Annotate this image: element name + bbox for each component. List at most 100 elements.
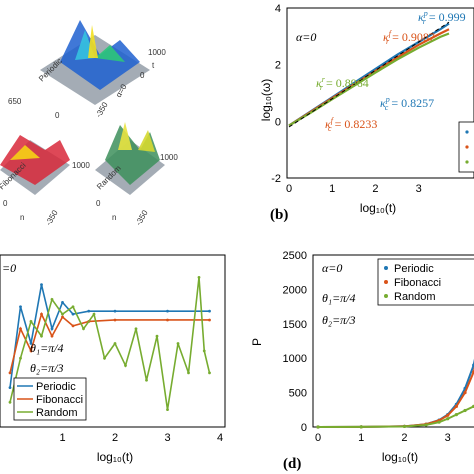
fit-label-cp: κp c = 0.8257 [380, 95, 434, 112]
fit-label-rr: κr r = 0.8964 [316, 75, 369, 92]
panel-d-legend-periodic: Periodic [394, 263, 434, 275]
panel-c-point-2-0 [8, 400, 12, 404]
panel-c-point-0-10 [208, 309, 211, 313]
panel-c-point-1-1 [19, 327, 22, 331]
panel-c-point-0-5 [61, 300, 64, 304]
panel-d-point-1-6 [454, 404, 458, 408]
surface-fibonacci-tick-n: n [20, 213, 24, 222]
panel-b-xtick-2: 2 [372, 183, 378, 195]
panel-d-legend-fibonacci: Fibonacci [394, 277, 441, 289]
panel-c-point-1-5 [61, 315, 64, 319]
panel-c-point-1-9 [166, 318, 169, 322]
panel-c-legend: Periodic Fibonacci Random [13, 377, 87, 421]
panel-b-ylabel: log₁₀(ω) [259, 79, 273, 121]
panel-b-ytick-3: 4 [275, 3, 281, 15]
panel-c-point-2-11 [124, 364, 127, 367]
surface-periodic: Periodic 650 0 -350 α=0 0 1000 t [8, 20, 166, 120]
panel-c-theta1: θ₁=π/4 [30, 341, 64, 355]
panel-c-point-0-4 [50, 327, 54, 331]
panel-d-ytick-5: 2500 [283, 250, 307, 262]
panel-c-point-0-2 [29, 342, 33, 345]
panel-c-point-0-0 [8, 386, 12, 389]
panel-d-ticks: 0 1 2 3 0 500 1000 1500 2000 2500 [283, 250, 451, 444]
panel-c-xlabel: log₁₀(t) [97, 450, 133, 464]
panel-d-legend-marker-fibonacci [384, 280, 388, 284]
panel-c-point-1-2 [29, 349, 33, 353]
panel-c-point-1-10 [208, 318, 211, 322]
panel-d-point-2-2 [402, 424, 407, 429]
panel-c-point-2-6 [71, 305, 75, 309]
panel-c-xtick-1: 2 [112, 432, 118, 444]
panel-c-point-0-9 [166, 309, 169, 313]
panel-a: Periodic 650 0 -350 α=0 0 1000 t Fibonac… [0, 20, 178, 227]
panel-b-series [288, 21, 450, 128]
panel-d-point-2-4 [437, 420, 441, 424]
panel-c-point-1-4 [50, 334, 54, 338]
panel-c-point-1-3 [40, 312, 43, 316]
surface-random-tick-neg: -350 [134, 208, 150, 227]
panel-c-point-0-7 [87, 309, 91, 313]
panel-b-frame [286, 7, 474, 179]
panel-c-point-2-18 [197, 275, 201, 279]
panel-c-point-2-15 [166, 408, 169, 412]
panel-c-point-2-4 [50, 298, 54, 301]
panel-d-ytick-1: 500 [289, 388, 307, 400]
panel-b-series-line-2 [288, 32, 450, 127]
panel-b-legend-marker-2 [465, 145, 469, 149]
panel-d-point-2-3 [424, 423, 428, 427]
panel-c-legend-fibonacci: Fibonacci [36, 394, 83, 406]
panel-b-xtick-0: 0 [286, 183, 292, 195]
panel-c-point-2-14 [155, 334, 159, 338]
panel-b-annotation: α=0 [296, 30, 316, 44]
panel-c-series [8, 275, 211, 412]
panel-c-annotation: =0 [2, 261, 16, 275]
panel-b-fit-line [288, 21, 450, 128]
panel-d-legend: Periodic Fibonacci Random [377, 258, 474, 306]
fit-label-rp: κp r = 0.999 [418, 9, 466, 26]
panel-b-ticks: 0 1 2 3 -2 0 2 4 [271, 3, 422, 195]
panel-b-ytick-0: -2 [271, 173, 281, 185]
fit-label-cf-text: κf c = 0.8233 [325, 116, 377, 133]
surface-fibonacci: Fibonacci 0 n -350 1000 [0, 135, 90, 227]
fit-label-rf-text: κf r = 0.9087 [383, 29, 435, 46]
surface-periodic-tick-1000: 1000 [148, 48, 166, 57]
fit-label-rf: κf r = 0.9087 [383, 29, 435, 46]
panel-d-ytick-4: 2000 [283, 284, 307, 296]
panel-c-point-2-17 [187, 371, 190, 375]
panel-b-tag: (b) [270, 207, 288, 223]
panel-c-point-2-12 [134, 327, 138, 331]
surface-fibonacci-tick-1000: 1000 [72, 161, 90, 170]
panel-b-legend-marker-3 [465, 160, 469, 164]
panel-c-point-1-0 [8, 371, 12, 375]
panel-d-point-2-1 [359, 425, 363, 429]
panel-d-xtick-2: 2 [401, 432, 407, 444]
fit-label-cp-text: κp c = 0.8257 [380, 95, 434, 112]
fit-label-cf: κf c = 0.8233 [325, 116, 377, 133]
panel-d-xtick-3: 3 [445, 432, 451, 444]
panel-c-point-2-10 [113, 342, 117, 345]
panel-d-series-line-1 [317, 366, 474, 428]
panel-d-legend-box [377, 258, 474, 306]
panel-c-point-2-8 [92, 312, 96, 316]
surface-periodic-tick-n: 650 [8, 97, 22, 106]
surface-random-tick-1000: 1000 [160, 153, 178, 162]
panel-c-xtick-2: 3 [164, 432, 170, 444]
panel-c-point-1-8 [113, 318, 117, 322]
panel-c-frame [0, 254, 226, 428]
panel-d-point-2-0 [316, 425, 320, 429]
panel-d-ytick-0: 0 [301, 422, 307, 434]
panel-d-point-2-5 [446, 417, 450, 421]
panel-b-xtick-3: 3 [416, 183, 422, 195]
panel-d-series [316, 358, 474, 429]
panel-c-point-2-16 [176, 342, 180, 345]
panel-c-point-2-3 [40, 334, 43, 338]
surface-periodic-tick-0: 0 [55, 111, 60, 120]
panel-c-ticks: 1 2 3 4 [59, 432, 223, 444]
panel-d-legend-marker-periodic [384, 266, 388, 270]
panel-d-point-1-5 [446, 413, 450, 417]
panel-c-point-2-19 [202, 349, 206, 353]
panel-b-ytick-2: 2 [275, 60, 281, 72]
panel-c-point-2-1 [19, 356, 22, 360]
panel-d-legend-marker-random [384, 294, 388, 298]
